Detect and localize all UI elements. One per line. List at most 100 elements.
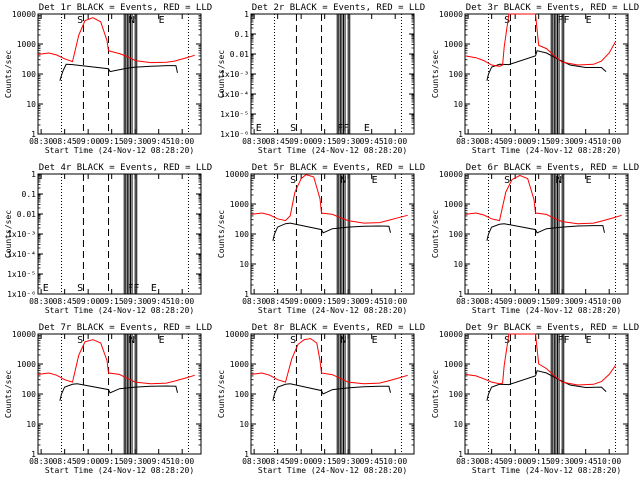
flag-label: N bbox=[340, 335, 346, 346]
x-tick-label: 09:45 bbox=[147, 137, 171, 146]
y-axis-label: Counts/sec bbox=[431, 50, 440, 98]
x-axis-label: Start Time (24-Nov-12 08:28:20) bbox=[258, 306, 407, 315]
x-tick-label: 08:45 bbox=[266, 297, 290, 306]
x-tick-label: 08:30 bbox=[242, 457, 266, 466]
x-tick-label: 08:45 bbox=[266, 457, 290, 466]
y-tick-label: 1x10⁻⁴ bbox=[7, 250, 36, 259]
x-tick-label: 09:00 bbox=[76, 137, 100, 146]
flag-label: E bbox=[586, 175, 592, 186]
series-line-events bbox=[272, 383, 391, 401]
x-axis-label: Start Time (24-Nov-12 08:28:20) bbox=[45, 306, 194, 315]
flag-label: S bbox=[290, 175, 296, 186]
series-line-lld bbox=[464, 333, 616, 386]
y-tick-label: 1000 bbox=[17, 40, 36, 49]
y-tick-label: 10 bbox=[26, 100, 36, 109]
x-axis-label: Start Time (24-Nov-12 08:28:20) bbox=[258, 146, 407, 155]
y-tick-label: 0.01 bbox=[17, 210, 36, 219]
y-tick-label: 10000 bbox=[225, 330, 249, 339]
panel-det-1: Det 1r BLACK = Events, RED = LLD 1 10 100 10… bbox=[4, 3, 212, 155]
panel-title: Det 1r BLACK = Events, RED = LLD bbox=[39, 3, 212, 13]
y-axis-label: Counts/sec bbox=[4, 210, 13, 258]
x-tick-label: 09:45 bbox=[360, 457, 384, 466]
y-tick-label: 100 bbox=[235, 230, 250, 239]
y-tick-label: 10 bbox=[453, 420, 463, 429]
y-tick-label: 1 bbox=[244, 290, 249, 299]
series-line-events bbox=[272, 222, 391, 241]
y-tick-label: 10000 bbox=[225, 170, 249, 179]
x-tick-label: 09:30 bbox=[550, 457, 574, 466]
x-tick-label: 08:45 bbox=[266, 137, 290, 146]
panel-title: Det 6r BLACK = Events, RED = LLD bbox=[466, 163, 639, 173]
y-tick-label: 1000 bbox=[17, 360, 36, 369]
y-tick-label: 1x10⁻⁵ bbox=[220, 110, 249, 119]
flag-label: E bbox=[256, 123, 262, 134]
x-tick-label: 10:00 bbox=[383, 457, 407, 466]
x-tick-label: 09:00 bbox=[76, 297, 100, 306]
y-tick-label: 1x10⁻³ bbox=[220, 70, 249, 79]
x-tick-label: 09:30 bbox=[336, 297, 360, 306]
flag-label: E bbox=[159, 15, 165, 26]
x-tick-label: 09:30 bbox=[550, 297, 574, 306]
y-tick-label: 100 bbox=[449, 390, 464, 399]
x-tick-label: 09:30 bbox=[336, 137, 360, 146]
x-tick-label: 10:00 bbox=[383, 137, 407, 146]
panel-title: Det 5r BLACK = Events, RED = LLD bbox=[252, 163, 425, 173]
flag-label: N bbox=[129, 15, 135, 26]
plot-frame bbox=[37, 333, 202, 455]
flag-label: FF bbox=[557, 335, 569, 346]
x-tick-label: 08:30 bbox=[29, 297, 53, 306]
y-axis-label: Counts/sec bbox=[4, 50, 13, 98]
y-tick-label: 100 bbox=[22, 390, 37, 399]
x-tick-label: 09:15 bbox=[100, 297, 124, 306]
y-tick-label: 1 bbox=[458, 450, 463, 459]
y-tick-label: 1x10⁻⁶ bbox=[7, 290, 36, 299]
y-tick-label: 0.1 bbox=[235, 30, 250, 39]
y-tick-label: 0.1 bbox=[22, 190, 37, 199]
flag-label: S bbox=[77, 15, 83, 26]
flag-label: E bbox=[586, 335, 592, 346]
x-tick-label: 08:45 bbox=[53, 457, 77, 466]
plot-frame bbox=[250, 333, 415, 455]
y-tick-label: 1 bbox=[458, 130, 463, 139]
x-tick-label: 09:45 bbox=[147, 457, 171, 466]
panel-det-2: Det 2r BLACK = Events, RED = LLD 1x10⁻⁶ 1x… bbox=[217, 3, 425, 155]
x-tick-label: 10:00 bbox=[597, 137, 621, 146]
y-tick-label: 1000 bbox=[444, 40, 463, 49]
series-line-events bbox=[486, 223, 605, 241]
x-tick-label: 09:00 bbox=[289, 297, 313, 306]
x-tick-label: 09:00 bbox=[289, 137, 313, 146]
panel-title: Det 7r BLACK = Events, RED = LLD bbox=[39, 323, 212, 333]
x-axis-label: Start Time (24-Nov-12 08:28:20) bbox=[472, 466, 621, 475]
flag-label: E bbox=[159, 335, 165, 346]
series-line-events bbox=[486, 370, 607, 401]
x-tick-label: 09:45 bbox=[574, 137, 598, 146]
y-tick-label: 1000 bbox=[444, 200, 463, 209]
x-tick-label: 09:15 bbox=[527, 457, 551, 466]
x-tick-label: 09:30 bbox=[336, 457, 360, 466]
y-axis-label: Counts/sec bbox=[217, 210, 226, 258]
y-tick-label: 10 bbox=[453, 100, 463, 109]
x-tick-label: 09:30 bbox=[123, 137, 147, 146]
y-axis-label: Counts/sec bbox=[217, 370, 226, 418]
x-tick-label: 09:15 bbox=[313, 297, 337, 306]
panel-det-6: Det 6r BLACK = Events, RED = LLD 1 10 100 10… bbox=[431, 163, 639, 315]
y-tick-label: 10000 bbox=[12, 10, 36, 19]
x-tick-label: 08:45 bbox=[480, 137, 504, 146]
y-tick-label: 100 bbox=[22, 70, 37, 79]
x-tick-label: 08:30 bbox=[456, 297, 480, 306]
plot-frame bbox=[250, 173, 415, 295]
y-tick-label: 1x10⁻⁵ bbox=[7, 270, 36, 279]
y-axis-label: Counts/sec bbox=[431, 210, 440, 258]
flag-label: FF bbox=[337, 123, 349, 134]
x-tick-label: 09:45 bbox=[360, 297, 384, 306]
x-tick-label: 09:30 bbox=[123, 457, 147, 466]
x-tick-label: 10:00 bbox=[170, 457, 194, 466]
x-tick-label: 08:30 bbox=[242, 297, 266, 306]
y-tick-label: 1x10⁻⁶ bbox=[220, 130, 249, 139]
y-tick-label: 10000 bbox=[12, 330, 36, 339]
y-axis-label: Counts/sec bbox=[4, 370, 13, 418]
x-tick-label: 09:00 bbox=[76, 457, 100, 466]
flag-label: S bbox=[504, 335, 510, 346]
x-tick-label: 09:15 bbox=[313, 137, 337, 146]
